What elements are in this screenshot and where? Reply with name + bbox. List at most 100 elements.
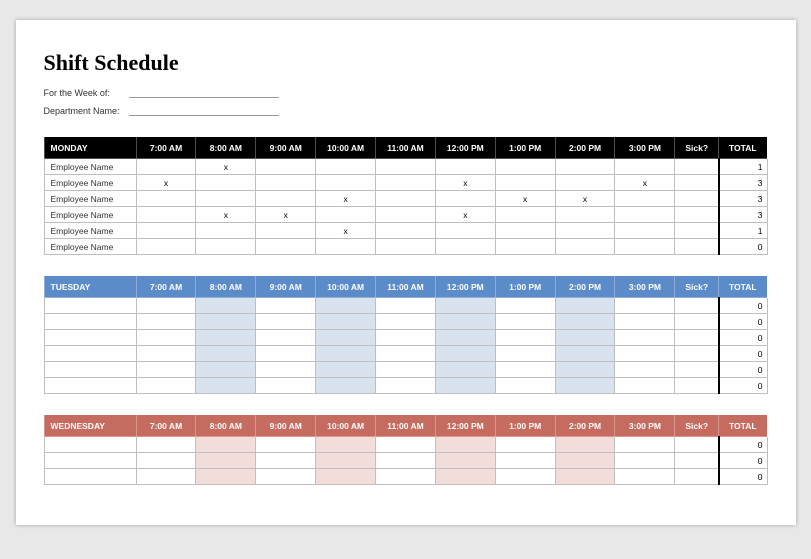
shift-cell[interactable] xyxy=(136,207,196,223)
shift-cell[interactable] xyxy=(256,362,316,378)
shift-cell[interactable] xyxy=(376,453,436,469)
shift-cell[interactable] xyxy=(316,298,376,314)
shift-cell[interactable] xyxy=(196,298,256,314)
shift-cell[interactable] xyxy=(316,159,376,175)
shift-cell[interactable] xyxy=(495,437,555,453)
shift-cell[interactable] xyxy=(196,191,256,207)
shift-cell[interactable] xyxy=(495,223,555,239)
shift-cell[interactable] xyxy=(376,314,436,330)
shift-cell[interactable] xyxy=(495,298,555,314)
shift-cell[interactable] xyxy=(376,207,436,223)
shift-cell[interactable] xyxy=(435,453,495,469)
shift-cell[interactable] xyxy=(615,298,675,314)
shift-cell[interactable] xyxy=(555,207,615,223)
shift-cell[interactable] xyxy=(136,191,196,207)
shift-cell[interactable] xyxy=(495,469,555,485)
shift-cell[interactable] xyxy=(495,362,555,378)
shift-cell[interactable] xyxy=(495,207,555,223)
shift-cell[interactable]: x xyxy=(136,175,196,191)
shift-cell[interactable] xyxy=(495,346,555,362)
shift-cell[interactable]: x xyxy=(495,191,555,207)
shift-cell[interactable] xyxy=(136,362,196,378)
shift-cell[interactable] xyxy=(256,159,316,175)
employee-name-cell[interactable] xyxy=(44,378,136,394)
shift-cell[interactable] xyxy=(316,239,376,255)
employee-name-cell[interactable]: Employee Name xyxy=(44,239,136,255)
shift-cell[interactable] xyxy=(376,346,436,362)
shift-cell[interactable] xyxy=(555,175,615,191)
shift-cell[interactable] xyxy=(376,437,436,453)
shift-cell[interactable] xyxy=(316,362,376,378)
shift-cell[interactable] xyxy=(256,239,316,255)
shift-cell[interactable] xyxy=(136,159,196,175)
shift-cell[interactable] xyxy=(316,437,376,453)
shift-cell[interactable]: x xyxy=(256,207,316,223)
sick-cell[interactable] xyxy=(675,362,719,378)
shift-cell[interactable] xyxy=(136,223,196,239)
shift-cell[interactable] xyxy=(555,437,615,453)
shift-cell[interactable] xyxy=(495,314,555,330)
shift-cell[interactable] xyxy=(316,175,376,191)
shift-cell[interactable] xyxy=(136,469,196,485)
shift-cell[interactable] xyxy=(316,453,376,469)
sick-cell[interactable] xyxy=(675,346,719,362)
shift-cell[interactable] xyxy=(316,207,376,223)
shift-cell[interactable] xyxy=(136,453,196,469)
shift-cell[interactable] xyxy=(196,453,256,469)
shift-cell[interactable] xyxy=(435,378,495,394)
employee-name-cell[interactable] xyxy=(44,453,136,469)
shift-cell[interactable] xyxy=(376,159,436,175)
shift-cell[interactable] xyxy=(615,223,675,239)
shift-cell[interactable] xyxy=(256,330,316,346)
shift-cell[interactable]: x xyxy=(435,175,495,191)
shift-cell[interactable] xyxy=(555,469,615,485)
shift-cell[interactable] xyxy=(435,191,495,207)
shift-cell[interactable] xyxy=(495,453,555,469)
shift-cell[interactable] xyxy=(555,159,615,175)
shift-cell[interactable] xyxy=(615,239,675,255)
sick-cell[interactable] xyxy=(675,378,719,394)
shift-cell[interactable] xyxy=(435,314,495,330)
shift-cell[interactable] xyxy=(615,362,675,378)
dept-input-line[interactable] xyxy=(129,104,279,116)
shift-cell[interactable] xyxy=(136,239,196,255)
shift-cell[interactable] xyxy=(615,346,675,362)
sick-cell[interactable] xyxy=(675,239,719,255)
shift-cell[interactable] xyxy=(316,330,376,346)
employee-name-cell[interactable] xyxy=(44,437,136,453)
shift-cell[interactable] xyxy=(256,378,316,394)
shift-cell[interactable] xyxy=(495,159,555,175)
shift-cell[interactable]: x xyxy=(615,175,675,191)
shift-cell[interactable] xyxy=(136,378,196,394)
shift-cell[interactable] xyxy=(136,330,196,346)
shift-cell[interactable] xyxy=(376,362,436,378)
shift-cell[interactable] xyxy=(136,346,196,362)
shift-cell[interactable] xyxy=(555,453,615,469)
sick-cell[interactable] xyxy=(675,191,719,207)
shift-cell[interactable]: x xyxy=(435,207,495,223)
shift-cell[interactable] xyxy=(615,378,675,394)
shift-cell[interactable] xyxy=(435,346,495,362)
shift-cell[interactable] xyxy=(196,175,256,191)
shift-cell[interactable] xyxy=(376,175,436,191)
employee-name-cell[interactable]: Employee Name xyxy=(44,191,136,207)
shift-cell[interactable] xyxy=(376,469,436,485)
shift-cell[interactable]: x xyxy=(316,223,376,239)
shift-cell[interactable] xyxy=(376,330,436,346)
shift-cell[interactable] xyxy=(196,362,256,378)
shift-cell[interactable] xyxy=(435,469,495,485)
shift-cell[interactable] xyxy=(136,314,196,330)
shift-cell[interactable] xyxy=(615,469,675,485)
shift-cell[interactable] xyxy=(435,159,495,175)
sick-cell[interactable] xyxy=(675,223,719,239)
employee-name-cell[interactable] xyxy=(44,469,136,485)
shift-cell[interactable] xyxy=(615,330,675,346)
shift-cell[interactable] xyxy=(615,453,675,469)
shift-cell[interactable] xyxy=(256,453,316,469)
shift-cell[interactable] xyxy=(196,469,256,485)
shift-cell[interactable]: x xyxy=(316,191,376,207)
sick-cell[interactable] xyxy=(675,159,719,175)
shift-cell[interactable] xyxy=(316,378,376,394)
shift-cell[interactable] xyxy=(376,298,436,314)
shift-cell[interactable] xyxy=(435,223,495,239)
